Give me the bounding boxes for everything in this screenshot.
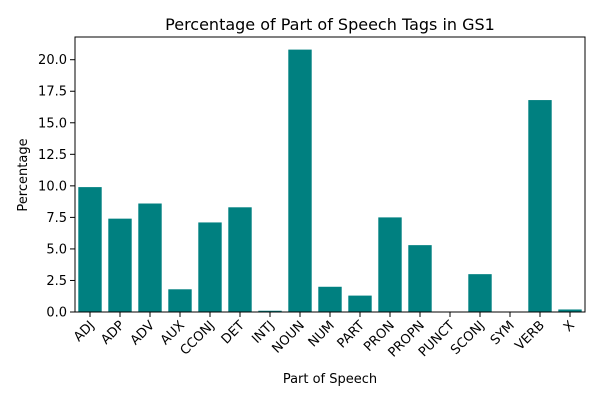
bar-propn <box>408 245 432 312</box>
x-tick-label: X <box>561 318 578 335</box>
y-tick-label: 17.5 <box>38 85 67 100</box>
bar-noun <box>288 49 312 313</box>
x-tick-label: NUM <box>306 318 338 350</box>
x-tick-label: ADJ <box>71 318 98 345</box>
bar-sconj <box>468 274 492 312</box>
bar-adp <box>108 218 132 312</box>
bar-adj <box>78 187 102 312</box>
y-tick-label: 12.5 <box>38 148 67 163</box>
bar-verb <box>528 100 552 312</box>
chart-title: Percentage of Part of Speech Tags in GS1 <box>165 15 495 34</box>
axes-frame <box>74 36 586 313</box>
x-axis-label: Part of Speech <box>283 372 377 387</box>
y-tick-label: 0.0 <box>46 306 67 321</box>
bar-pron <box>378 217 402 312</box>
x-tick-label: DET <box>219 318 248 347</box>
y-tick-label: 20.0 <box>38 53 67 68</box>
y-tick-label: 10.0 <box>38 179 67 194</box>
y-tick-label: 15.0 <box>38 116 67 131</box>
bar-aux <box>168 289 192 312</box>
x-tick-label: VERB <box>512 318 547 353</box>
bar-num <box>318 286 342 312</box>
bar-x <box>558 309 582 312</box>
y-tick-label: 7.5 <box>46 211 67 226</box>
x-tick-label: CCONJ <box>178 318 218 358</box>
plot-area: 0.0 2.5 5.0 7.5 10.0 12.5 15.0 17.5 20.0 ADJ ADP AD… <box>38 36 586 360</box>
bar-intj <box>258 310 282 312</box>
bar-cconj <box>198 222 222 312</box>
x-tick-label: SCONJ <box>448 318 488 358</box>
y-axis-label: Percentage <box>16 138 31 211</box>
x-tick-label: ADP <box>98 318 128 348</box>
x-tick-label: NOUN <box>270 318 308 356</box>
y-tick-label: 2.5 <box>46 274 67 289</box>
bar-det <box>228 207 252 312</box>
x-tick-label: ADV <box>128 318 158 348</box>
bar-adv <box>138 203 162 312</box>
y-tick-label: 5.0 <box>46 242 67 257</box>
bar-part <box>348 295 372 312</box>
